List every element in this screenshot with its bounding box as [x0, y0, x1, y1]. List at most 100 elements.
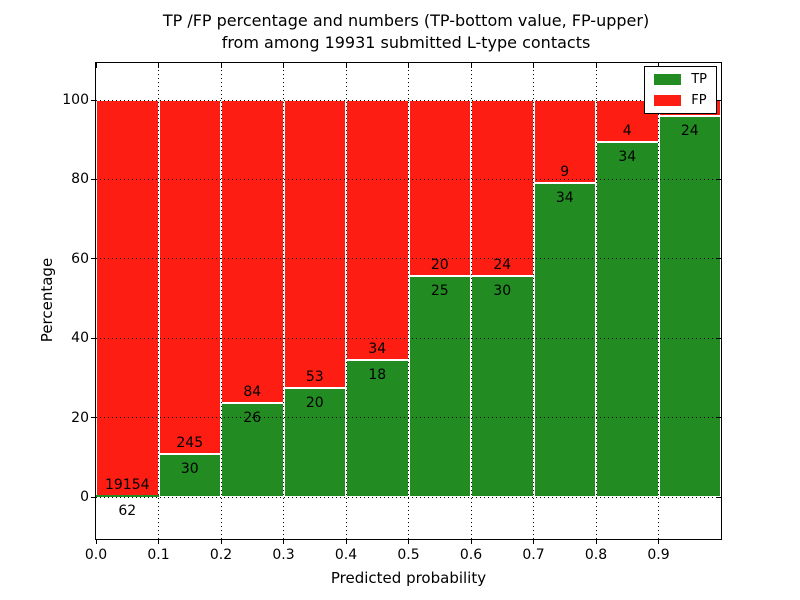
bar-segment-tp-2	[221, 403, 284, 497]
y-tick-label-0: 0	[80, 489, 89, 505]
bar-segment-fp-0	[96, 100, 159, 496]
y-tick-left	[91, 258, 95, 260]
x-tick-label-0.6: 0.6	[459, 547, 483, 563]
tp-count-label-6: 30	[493, 283, 512, 300]
fp-count-label-1: 245	[176, 434, 204, 451]
bar-segment-tp-0	[96, 495, 159, 497]
bar-segment-fp-4	[346, 100, 409, 360]
x-tick-top	[283, 63, 284, 68]
gridline-x-0.9	[658, 63, 659, 539]
x-tick-bottom	[345, 540, 347, 544]
x-tick-bottom	[470, 540, 472, 544]
legend-item-fp: FP	[654, 94, 707, 107]
gridline-x-0.5	[408, 63, 409, 539]
gridline-y-60	[96, 258, 721, 260]
y-tick-right	[717, 417, 721, 419]
gridline-x-0.8	[595, 63, 597, 539]
y-tick-right	[717, 99, 721, 101]
y-tick-right	[717, 337, 721, 339]
y-tick-label-60: 60	[71, 250, 89, 267]
fp-count-label-5: 20	[430, 257, 449, 274]
x-tick-label-0.3: 0.3	[272, 547, 295, 563]
plot-area: TP FP 19154 62 245 30 84 26 53 20 34 18 20 25 24 30 9 3…	[91, 62, 722, 544]
fp-count-label-8: 4	[622, 122, 632, 139]
gridline-x-0.3	[283, 63, 284, 539]
legend-label-fp: FP	[691, 93, 707, 108]
x-axis-label: Predicted probability	[330, 569, 487, 587]
x-tick-top	[158, 63, 159, 68]
bar-segment-tp-6	[471, 276, 534, 497]
chart-title-line1: TP /FP percentage and numbers (TP-bottom…	[162, 11, 650, 30]
x-tick-bottom	[220, 540, 222, 544]
bar-segment-fp-1	[158, 100, 221, 454]
chart-title: TP /FP percentage and numbers (TP-bottom…	[86, 10, 726, 54]
x-tick-bottom	[658, 540, 659, 544]
x-tick-bottom	[595, 540, 597, 544]
fp-count-label-3: 53	[305, 369, 324, 386]
x-tick-top	[658, 63, 659, 68]
y-tick-label-40: 40	[71, 330, 89, 347]
y-tick-right	[717, 496, 721, 498]
bar-segment-fp-5	[408, 100, 471, 277]
tp-count-label-5: 25	[430, 283, 449, 300]
fp-count-label-6: 24	[493, 257, 512, 274]
x-tick-label-0.9: 0.9	[647, 547, 670, 563]
bar-segment-tp-8	[596, 141, 659, 497]
tp-count-label-0: 62	[118, 502, 137, 519]
y-tick-left	[91, 496, 95, 498]
gridline-x-0.7	[533, 63, 534, 539]
tp-swatch	[654, 74, 682, 85]
y-tick-right	[717, 178, 721, 180]
x-tick-top	[408, 63, 409, 68]
gridline-y-20	[96, 417, 721, 419]
gridline-x-0.2	[220, 63, 222, 539]
gridline-y-0	[96, 496, 721, 498]
y-tick-left	[91, 417, 95, 419]
y-tick-label-100: 100	[62, 92, 89, 108]
bar-segment-tp-5	[408, 276, 471, 497]
y-tick-left	[91, 99, 95, 101]
x-tick-label-0.7: 0.7	[522, 547, 545, 563]
gridline-x-0.1	[158, 63, 159, 539]
gridline-y-40	[96, 337, 721, 339]
bar-segment-tp-7	[533, 183, 596, 497]
fp-swatch	[654, 95, 682, 106]
x-tick-label-0.1: 0.1	[147, 547, 170, 563]
bar-segment-fp-2	[221, 100, 284, 404]
tp-count-label-1: 30	[180, 460, 199, 477]
y-tick-label-20: 20	[71, 409, 89, 426]
x-tick-top	[345, 63, 347, 68]
tp-count-label-7: 34	[555, 190, 574, 207]
x-tick-label-0.8: 0.8	[584, 547, 608, 563]
legend-item-tp: TP	[654, 73, 707, 86]
tp-count-label-2: 26	[243, 410, 262, 427]
x-tick-label-0.2: 0.2	[209, 547, 233, 563]
x-tick-top	[533, 63, 534, 68]
bar-segment-fp-3	[283, 100, 346, 389]
x-tick-top	[595, 63, 597, 68]
legend: TP FP	[644, 66, 717, 114]
tp-count-label-3: 20	[305, 395, 324, 412]
fp-count-label-2: 84	[243, 384, 262, 401]
y-tick-left	[91, 178, 95, 180]
bar-segment-fp-6	[471, 100, 534, 277]
x-tick-label-0.0: 0.0	[84, 547, 108, 563]
x-tick-top	[95, 63, 97, 68]
fp-count-label-4: 34	[368, 340, 387, 357]
bar-segment-tp-9	[658, 115, 721, 497]
x-tick-label-0.4: 0.4	[334, 547, 358, 563]
chart-title-line2: from among 19931 submitted L-type contac…	[221, 33, 591, 52]
x-tick-top	[470, 63, 472, 68]
x-tick-top	[220, 63, 222, 68]
x-tick-bottom	[158, 540, 159, 544]
gridline-x-0.6	[470, 63, 472, 539]
fp-count-label-7: 9	[560, 164, 570, 181]
gridline-y-100	[96, 99, 721, 101]
y-tick-label-80: 80	[71, 171, 89, 188]
fp-count-label-0: 19154	[104, 476, 150, 493]
tp-count-label-4: 18	[368, 366, 387, 383]
y-tick-right	[717, 258, 721, 260]
legend-label-tp: TP	[691, 72, 707, 87]
x-tick-bottom	[408, 540, 409, 544]
